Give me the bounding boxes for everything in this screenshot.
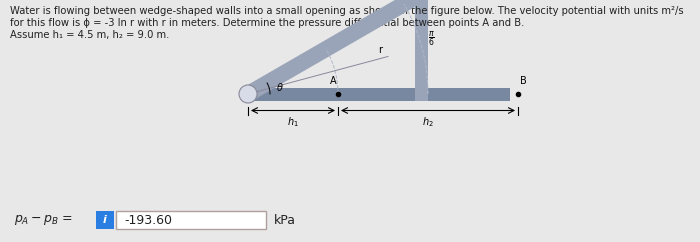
Text: $p_A - p_B$ =: $p_A - p_B$ = bbox=[14, 213, 74, 227]
FancyBboxPatch shape bbox=[415, 0, 428, 100]
Text: -193.60: -193.60 bbox=[124, 213, 172, 227]
Text: $\theta$: $\theta$ bbox=[276, 81, 284, 93]
Text: $h_2$: $h_2$ bbox=[422, 115, 434, 129]
Text: B: B bbox=[519, 76, 526, 86]
Text: for this flow is ϕ = -3 ln r with r in meters. Determine the pressure differenti: for this flow is ϕ = -3 ln r with r in m… bbox=[10, 18, 524, 28]
Circle shape bbox=[239, 85, 257, 103]
FancyBboxPatch shape bbox=[116, 211, 266, 229]
Text: Water is flowing between wedge-shaped walls into a small opening as shown in the: Water is flowing between wedge-shaped wa… bbox=[10, 6, 684, 16]
Text: i: i bbox=[103, 215, 107, 225]
Polygon shape bbox=[244, 0, 425, 101]
Text: $h_1$: $h_1$ bbox=[287, 115, 299, 129]
FancyBboxPatch shape bbox=[248, 88, 510, 100]
Text: $\frac{\pi}{6}$: $\frac{\pi}{6}$ bbox=[428, 30, 435, 48]
Text: kPa: kPa bbox=[274, 213, 296, 227]
FancyBboxPatch shape bbox=[96, 211, 114, 229]
Text: Assume h₁ = 4.5 m, h₂ = 9.0 m.: Assume h₁ = 4.5 m, h₂ = 9.0 m. bbox=[10, 30, 169, 40]
Text: r: r bbox=[378, 45, 382, 55]
Text: A: A bbox=[330, 76, 336, 86]
